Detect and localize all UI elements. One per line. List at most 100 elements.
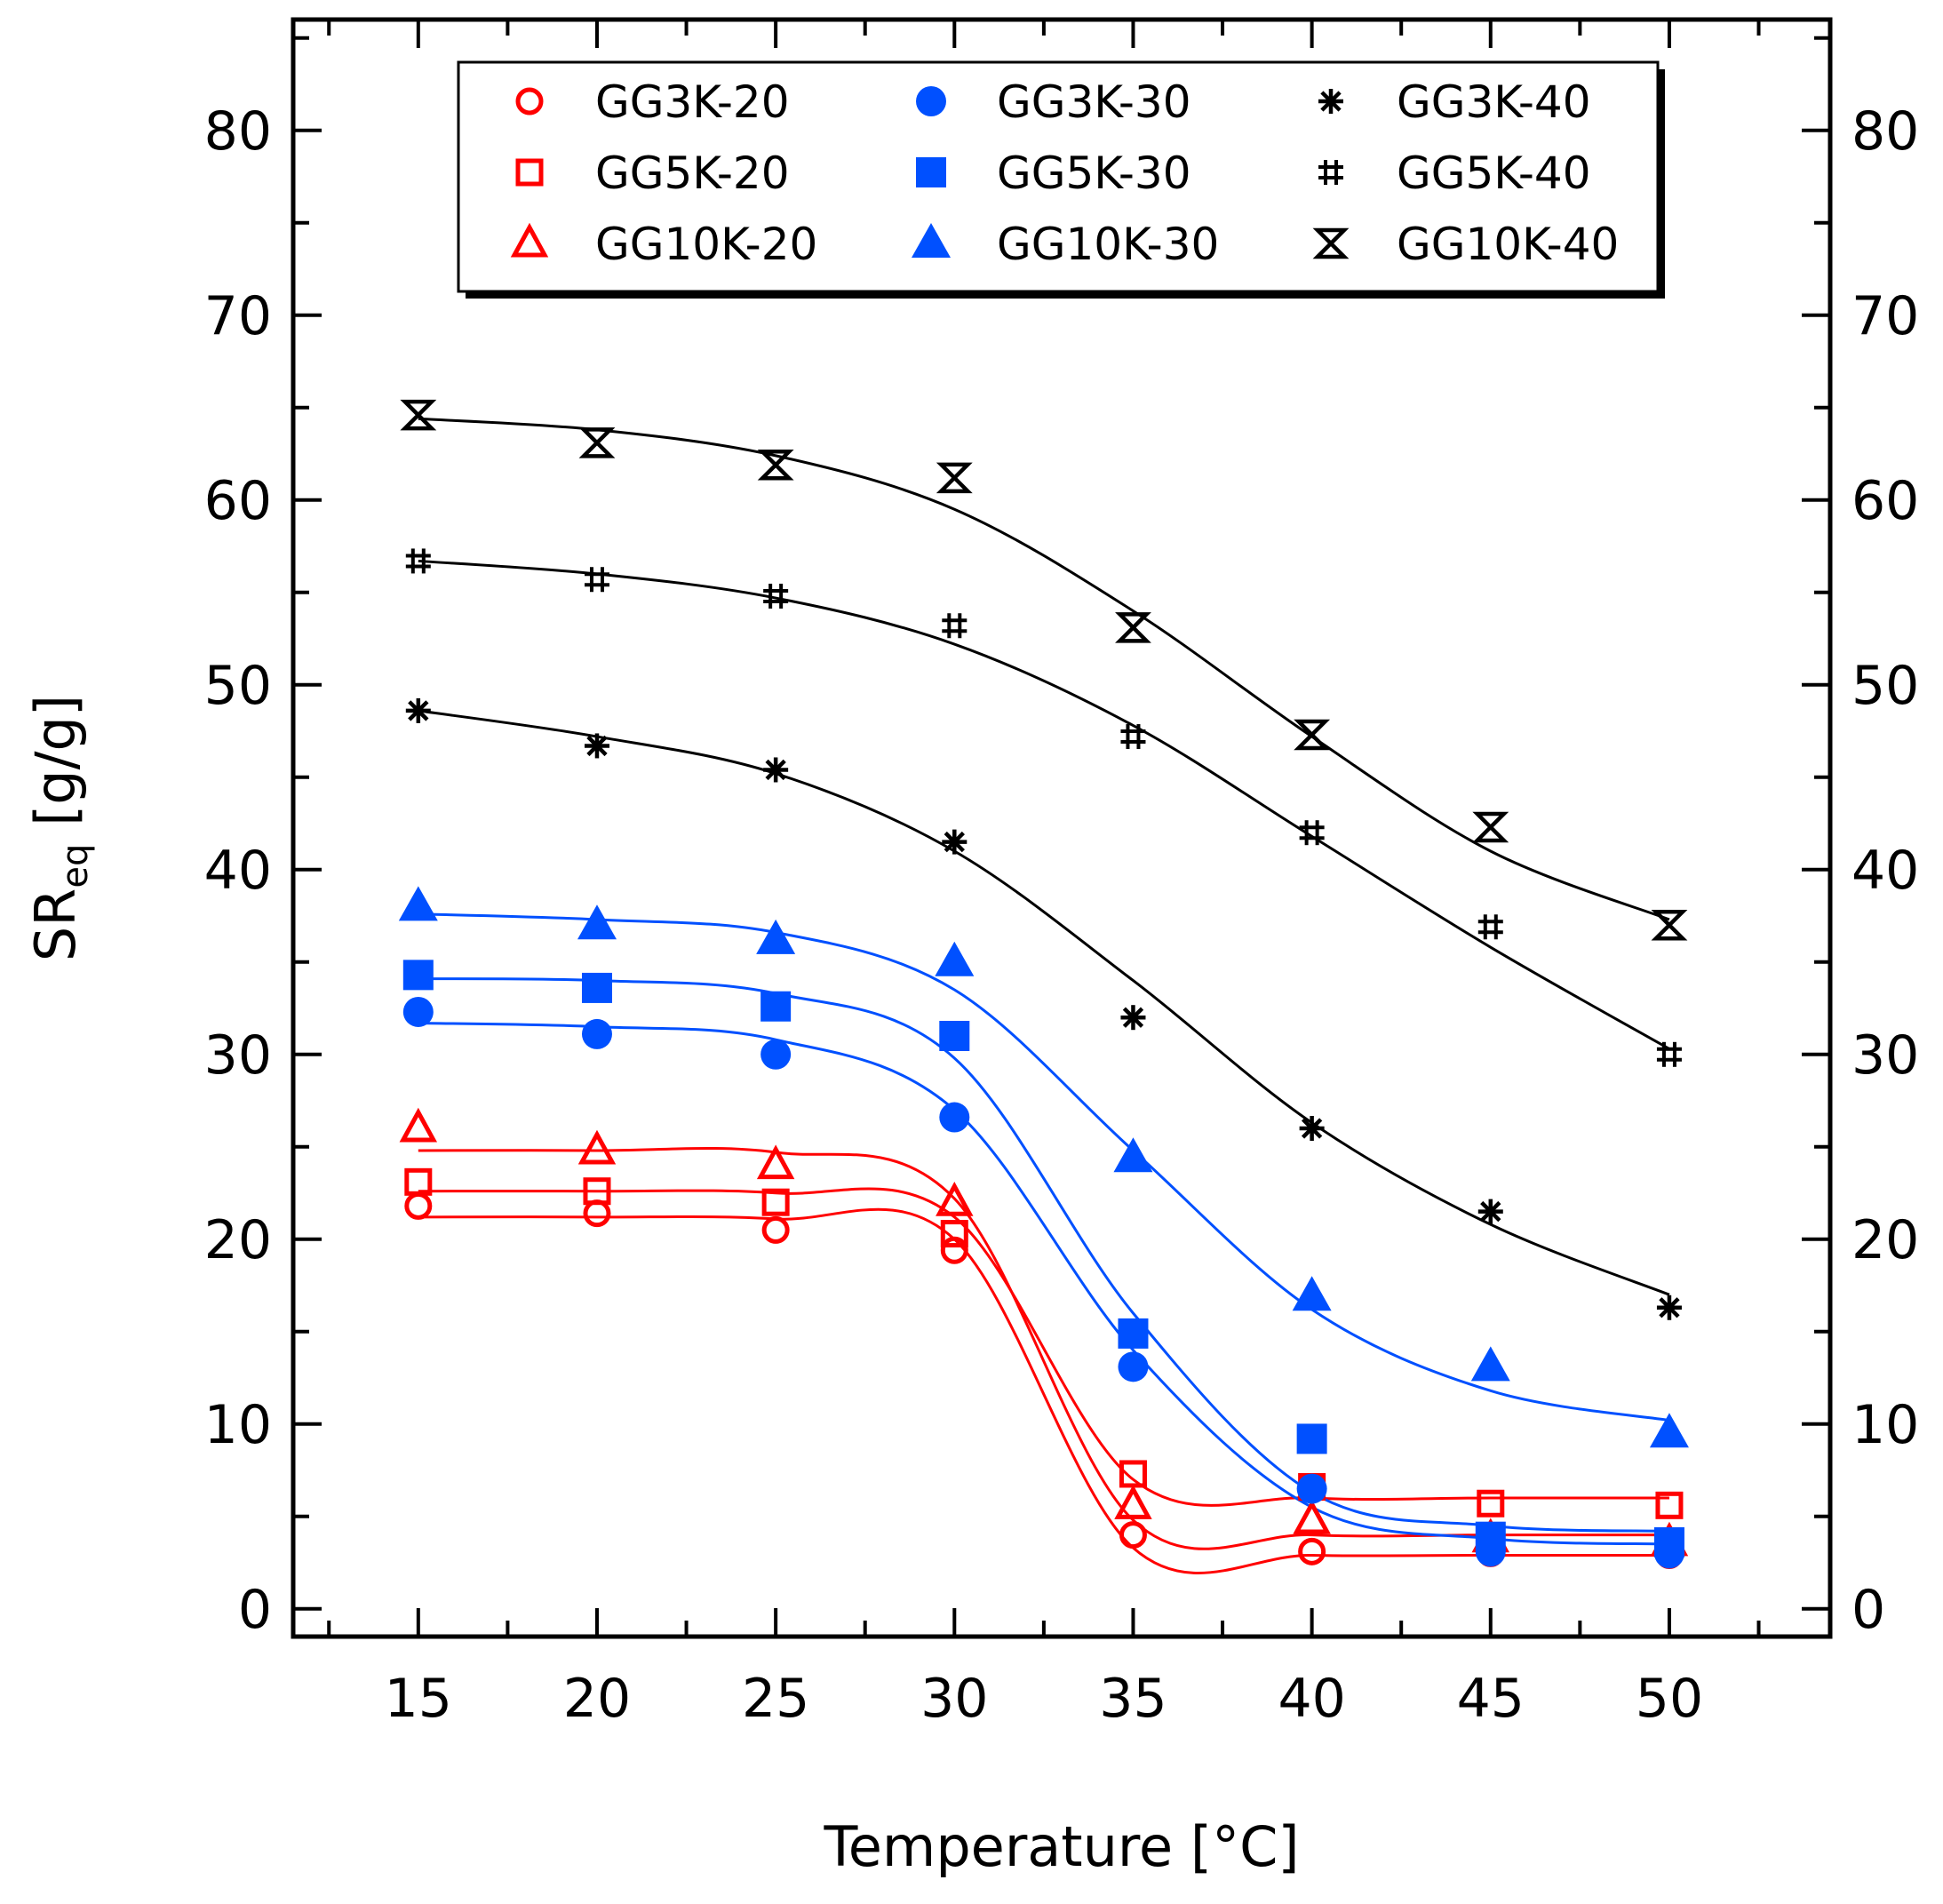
x-tick-label: 35 [1099, 1668, 1167, 1730]
legend-marker-gg10k-40 [1312, 227, 1350, 259]
y-tick-label-right: 10 [1851, 1394, 1919, 1456]
y-tick-label: 70 [204, 285, 272, 347]
data-point-gg5k-30 [939, 1021, 970, 1051]
x-tick-label: 20 [563, 1668, 631, 1730]
axis-tick-labels: 15 20 25 30 35 40 45 50 0 0 10 10 20 20 30 30 40 40 50 50 60… [204, 100, 1920, 1730]
data-point-gg3k-30 [939, 1102, 970, 1133]
data-point-gg3k-40 [405, 697, 431, 723]
data-point-gg5k-40 [1299, 820, 1325, 846]
y-tick-label: 80 [204, 100, 272, 163]
legend-marker-gg5k-30 [916, 157, 946, 187]
data-point-gg5k-40 [1477, 914, 1503, 940]
data-point-gg5k-30 [1653, 1526, 1684, 1557]
data-point-gg3k-30 [760, 1039, 792, 1070]
data-point-gg10k-20 [577, 1129, 617, 1165]
legend-label: GG10K-30 [997, 219, 1219, 270]
y-tick-label: 40 [204, 840, 272, 902]
x-tick-label: 40 [1278, 1668, 1345, 1730]
data-point-gg5k-30 [581, 972, 612, 1003]
data-point-gg5k-30 [1296, 1423, 1327, 1454]
x-tick-label: 45 [1457, 1668, 1525, 1730]
data-point-gg5k-20 [583, 1177, 611, 1206]
y-tick-label: 30 [204, 1024, 272, 1087]
data-point-gg10k-20 [756, 1144, 795, 1180]
data-point-gg3k-40 [1120, 1005, 1146, 1031]
data-point-gg3k-40 [1299, 1116, 1325, 1141]
y-tick-label-right: 60 [1851, 470, 1919, 532]
data-point-gg3k-20 [1119, 1521, 1147, 1549]
x-tick-label: 15 [385, 1668, 452, 1730]
legend-marker-gg3k-20 [515, 87, 544, 116]
data-point-gg10k-40 [578, 427, 616, 458]
data-point-gg10k-30 [935, 941, 975, 976]
data-point-gg3k-20 [940, 1236, 968, 1264]
data-point-gg5k-20 [761, 1188, 790, 1216]
data-point-gg3k-20 [1298, 1537, 1326, 1565]
data-point-gg3k-30 [402, 996, 434, 1027]
data-point-gg10k-20 [1114, 1485, 1152, 1519]
legend-label: GG5K-40 [1397, 147, 1591, 199]
data-point-gg5k-30 [402, 960, 434, 991]
data-point-gg10k-40 [1472, 811, 1509, 843]
data-point-gg10k-30 [1292, 1276, 1332, 1311]
data-point-gg3k-30 [1296, 1473, 1327, 1504]
y-tick-label-right: 0 [1851, 1579, 1885, 1641]
data-point-gg3k-40 [763, 757, 789, 783]
legend: GG3K-20 GG5K-20 GG10K-20 GG3K-30 GG5K-30 GG10… [457, 60, 1665, 299]
y-tick-label-right: 70 [1851, 285, 1919, 347]
axis-ticks [293, 20, 1830, 1637]
data-point-gg5k-30 [1118, 1318, 1149, 1349]
data-point-gg10k-30 [1649, 1413, 1689, 1448]
data-point-gg3k-20 [761, 1215, 790, 1244]
plot-frame [291, 17, 1833, 1639]
y-axis-title-sub: eq [55, 844, 96, 888]
data-point-gg10k-30 [577, 904, 617, 940]
y-tick-label: 50 [204, 655, 272, 717]
data-point-gg10k-40 [1651, 909, 1688, 941]
data-point-gg3k-40 [1656, 1295, 1682, 1320]
legend-box [457, 60, 1660, 293]
legend-label: GG5K-20 [595, 147, 790, 199]
data-point-gg10k-20 [1293, 1499, 1331, 1534]
data-point-gg5k-20 [1477, 1489, 1505, 1518]
x-tick-label: 25 [742, 1668, 809, 1730]
data-point-gg5k-40 [1656, 1041, 1682, 1067]
data-point-gg5k-30 [1475, 1521, 1506, 1552]
data-point-gg10k-40 [400, 399, 437, 431]
y-tick-label: 10 [204, 1394, 272, 1456]
data-point-gg10k-40 [757, 450, 794, 481]
fit-curve-gg3k-20 [418, 1207, 1669, 1574]
y-axis-title-main: SR [23, 888, 88, 961]
y-axis-title: SReq [g/g] [23, 695, 96, 961]
data-point-gg5k-40 [584, 567, 609, 593]
data-point-gg10k-20 [399, 1107, 438, 1143]
legend-label: GG10K-20 [595, 219, 817, 270]
legend-marker-gg3k-30 [916, 86, 946, 116]
data-point-gg3k-40 [584, 733, 609, 759]
fit-curve-gg5k-30 [418, 977, 1669, 1533]
y-tick-label: 0 [238, 1579, 272, 1641]
data-point-gg10k-40 [936, 462, 973, 494]
data-point-gg10k-30 [398, 886, 438, 921]
fit-curves [418, 417, 1670, 1574]
y-tick-label-right: 30 [1851, 1024, 1919, 1087]
legend-marker-gg10k-20 [510, 222, 549, 258]
legend-label: GG5K-30 [997, 147, 1191, 199]
legend-marker-gg10k-30 [912, 223, 951, 258]
data-point-gg5k-40 [942, 613, 968, 639]
y-tick-label: 20 [204, 1209, 272, 1271]
data-point-gg5k-40 [1120, 724, 1146, 750]
y-tick-label-right: 40 [1851, 840, 1919, 902]
x-axis-title: Temperature [°C] [823, 1814, 1299, 1879]
legend-label: GG3K-40 [1397, 76, 1591, 128]
legend-marker-gg5k-40 [1318, 160, 1343, 185]
data-point-gg5k-40 [763, 583, 789, 609]
data-point-gg10k-40 [1115, 612, 1151, 643]
y-tick-label: 60 [204, 470, 272, 532]
y-axis-title-unit: [g/g] [23, 695, 88, 844]
legend-label: GG3K-30 [997, 76, 1191, 128]
data-point-gg3k-30 [581, 1018, 612, 1049]
data-point-gg3k-20 [404, 1191, 433, 1220]
data-point-gg5k-20 [1655, 1491, 1684, 1519]
